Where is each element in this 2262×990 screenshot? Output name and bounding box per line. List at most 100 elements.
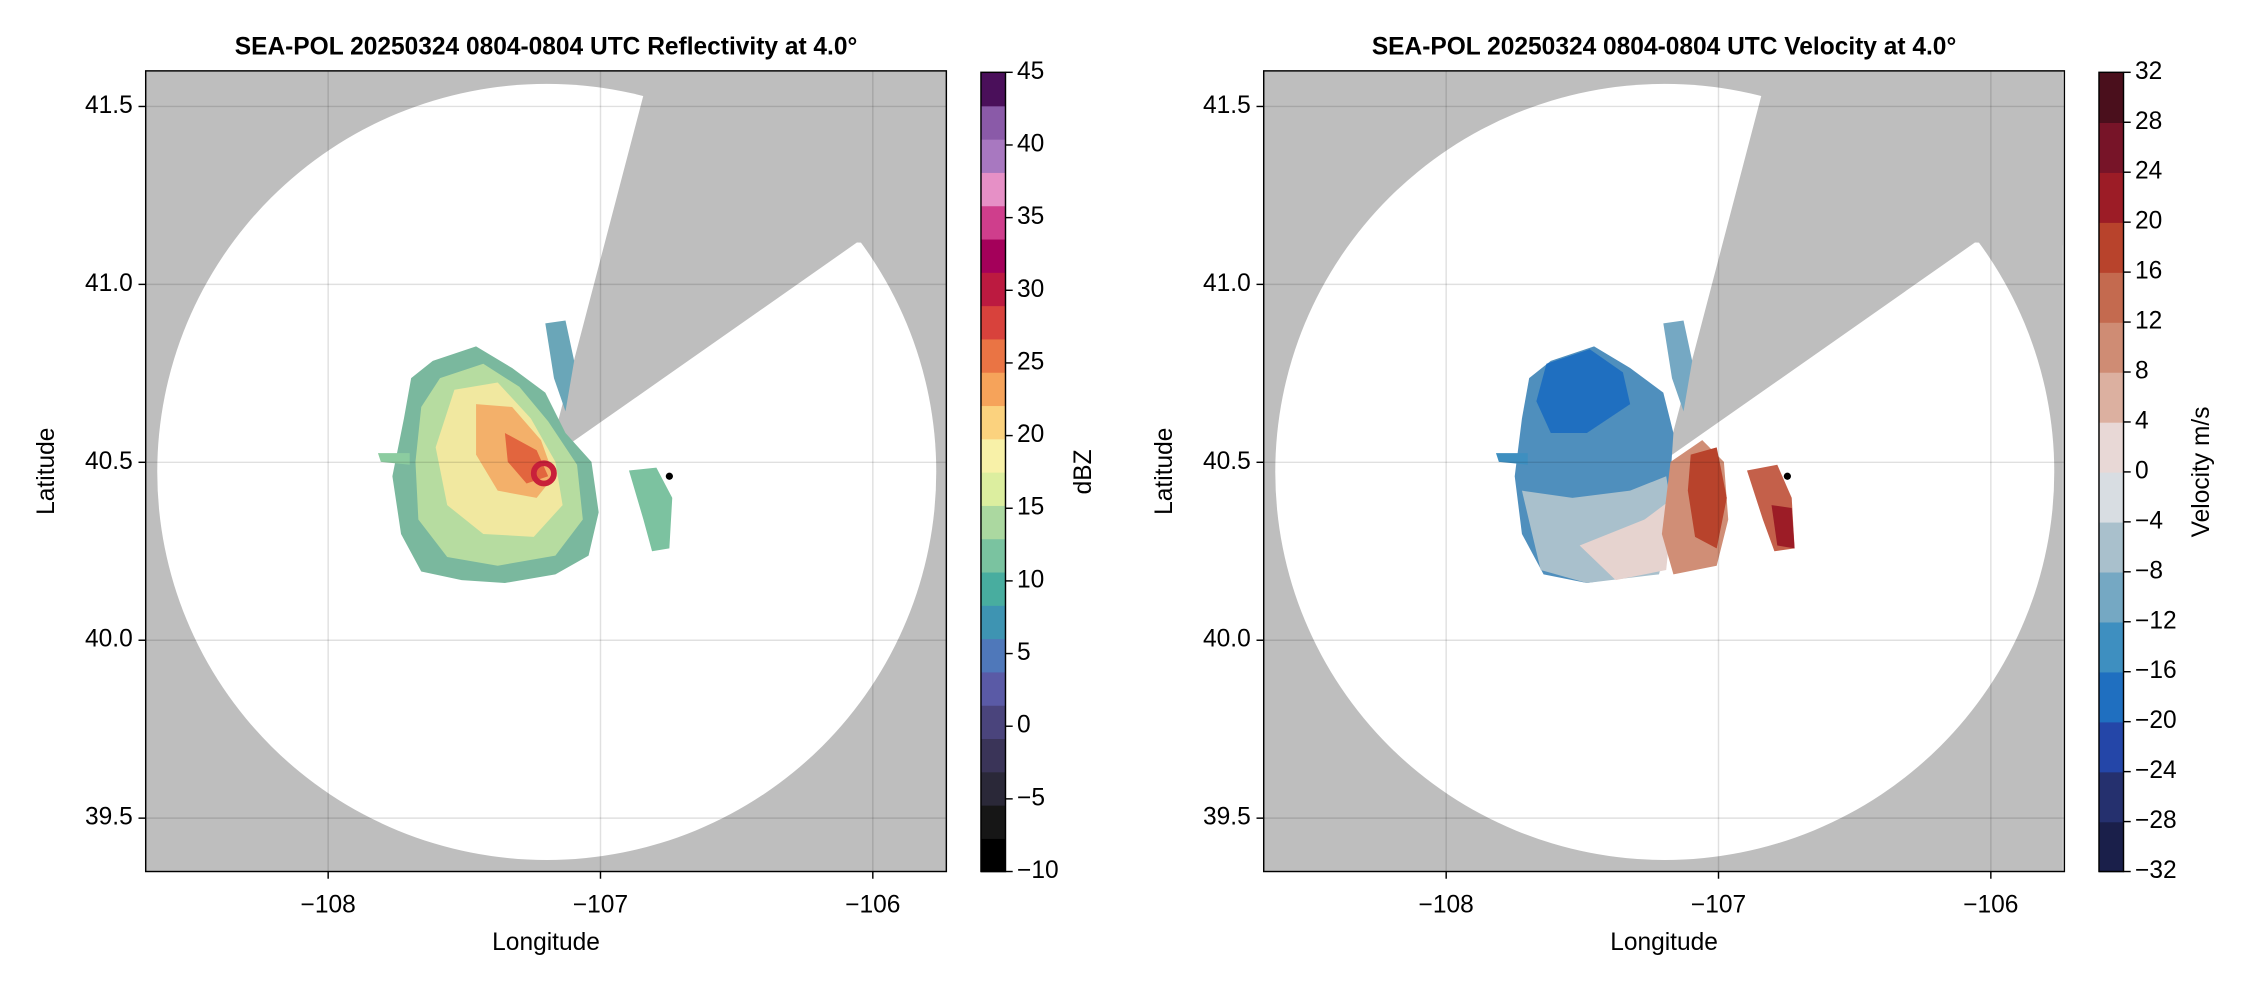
x-axis-label: Longitude	[492, 929, 600, 956]
y-tick-label: 41.0	[1203, 270, 1251, 297]
colorbar-tick-label: 5	[1017, 639, 1031, 666]
colorbar-segment	[980, 405, 1006, 440]
colorbar-label: dBZ	[1070, 449, 1097, 494]
colorbar-tick-label: −16	[2135, 657, 2177, 684]
colorbar-segment	[980, 305, 1006, 340]
y-tick-label: 40.5	[1203, 448, 1251, 475]
colorbar-segment	[2098, 421, 2124, 473]
colorbar-tick-label: −8	[2135, 557, 2163, 584]
colorbar-tick-label: −24	[2135, 757, 2177, 784]
colorbar-segment	[980, 72, 1006, 107]
colorbar-segment	[980, 205, 1006, 240]
colorbar-segment	[980, 804, 1006, 839]
x-tick-label: −108	[301, 892, 356, 919]
blocked-sector	[1666, 79, 2063, 459]
colorbar-segment	[2098, 222, 2124, 273]
x-tick-label: −107	[573, 892, 628, 919]
x-tick-label: −107	[1691, 892, 1746, 919]
y-tick-label: 41.0	[85, 270, 133, 297]
y-tick-label: 41.5	[1203, 92, 1251, 119]
colorbar-tick-label: −12	[2135, 607, 2177, 634]
plot-area	[1263, 70, 2063, 872]
colorbar-segment	[2098, 72, 2124, 123]
colorbar-tick-label: −20	[2135, 707, 2177, 734]
colorbar-segment	[980, 738, 1006, 773]
colorbar-tick-label: 4	[2135, 407, 2149, 434]
colorbar-segment	[2098, 821, 2124, 873]
colorbar-segment	[980, 138, 1006, 173]
colorbar-tick-label: 15	[1017, 494, 1044, 521]
colorbar-segment	[2098, 771, 2124, 823]
colorbar-segment	[980, 372, 1006, 407]
colorbar-tick-label: 0	[2135, 457, 2149, 484]
y-tick-label: 41.5	[85, 92, 133, 119]
colorbar-segment	[2098, 272, 2124, 323]
colorbar-segment	[2098, 372, 2124, 423]
colorbar-tick-label: −10	[1017, 857, 1059, 884]
colorbar-segment	[980, 638, 1006, 673]
radar-site	[665, 472, 673, 480]
colorbar-segment	[2098, 571, 2124, 623]
colorbar-tick-label: 16	[2135, 258, 2162, 285]
colorbar-tick-label: 0	[1017, 712, 1031, 739]
colorbar-segment	[2098, 521, 2124, 573]
colorbar-segment	[2098, 621, 2124, 673]
colorbar-segment	[2098, 721, 2124, 773]
colorbar-segment	[980, 105, 1006, 140]
colorbar-tick-label: −4	[2135, 507, 2163, 534]
colorbar-segment	[980, 838, 1006, 873]
colorbar-segment	[980, 605, 1006, 640]
colorbar-segment	[980, 238, 1006, 273]
colorbar-segment	[980, 338, 1006, 373]
colorbar-segment	[980, 471, 1006, 506]
colorbar-tick-label: 28	[2135, 108, 2162, 135]
colorbar-tick-label: 30	[1017, 276, 1044, 303]
colorbar-segment	[2098, 671, 2124, 723]
colorbar-label: Velocity m/s	[2188, 407, 2215, 538]
colorbar-segment	[2098, 471, 2124, 523]
colorbar-segment	[980, 705, 1006, 740]
y-tick-label: 40.5	[85, 448, 133, 475]
colorbar-segment	[980, 172, 1006, 207]
echo	[1495, 320, 1795, 583]
y-tick-label: 39.5	[85, 804, 133, 831]
y-tick-label: 40.0	[85, 626, 133, 653]
colorbar-tick-label: −32	[2135, 857, 2177, 884]
x-axis-label: Longitude	[1610, 929, 1718, 956]
colorbar-frame	[980, 71, 1007, 873]
colorbar-tick-label: 40	[1017, 130, 1044, 157]
radar-site	[1783, 472, 1791, 480]
echo	[377, 320, 673, 583]
colorbar-tick-label: −5	[1017, 784, 1045, 811]
colorbar-segment	[2098, 172, 2124, 223]
colorbar-tick-label: 32	[2135, 58, 2162, 85]
colorbar-segment	[980, 671, 1006, 706]
x-tick-label: −106	[1963, 892, 2018, 919]
colorbar-segment	[2098, 122, 2124, 173]
colorbar-segment	[980, 438, 1006, 473]
y-tick-label: 40.0	[1203, 626, 1251, 653]
y-axis-label: Latitude	[1151, 428, 1178, 515]
x-tick-label: −106	[845, 892, 900, 919]
x-tick-label: −108	[1419, 892, 1474, 919]
colorbar-tick-label: 20	[2135, 208, 2162, 235]
colorbar-tick-label: 24	[2135, 158, 2162, 185]
colorbar-segment	[980, 272, 1006, 307]
colorbar-segment	[980, 538, 1006, 573]
colorbar-tick-label: 20	[1017, 421, 1044, 448]
chart-title: SEA-POL 20250324 0804-0804 UTC Velocity …	[1372, 33, 1956, 60]
colorbar-segment	[980, 771, 1006, 806]
colorbar-segment	[980, 505, 1006, 540]
axes-frame	[1262, 70, 2066, 873]
colorbar-segment	[980, 571, 1006, 606]
colorbar-tick-label: 10	[1017, 566, 1044, 593]
colorbar-tick-label: −28	[2135, 807, 2177, 834]
y-axis-label: Latitude	[33, 428, 60, 515]
colorbar-tick-label: 45	[1017, 58, 1044, 85]
axes-frame	[144, 70, 948, 873]
colorbar-segment	[2098, 322, 2124, 373]
blocked-sector	[548, 79, 947, 459]
colorbar-tick-label: 12	[2135, 308, 2162, 335]
